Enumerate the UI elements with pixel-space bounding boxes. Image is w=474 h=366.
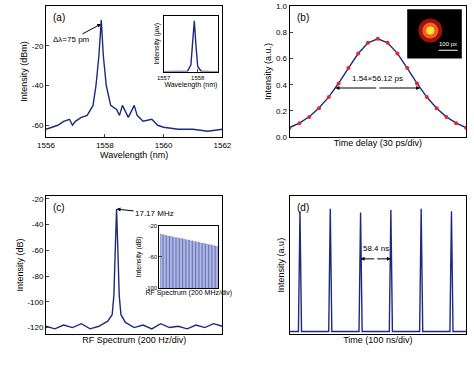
svg-text:Intensity (μw): Intensity (μw) <box>153 23 161 65</box>
svg-text:58.4 ns: 58.4 ns <box>363 244 389 253</box>
svg-text:Wavelength (nm): Wavelength (nm) <box>164 81 217 89</box>
svg-text:-20: -20 <box>32 42 44 51</box>
svg-text:-60: -60 <box>32 246 44 255</box>
svg-text:Time delay (30 ps/div): Time delay (30 ps/div) <box>334 138 422 148</box>
svg-text:Intensity (a.u.): Intensity (a.u.) <box>263 43 273 100</box>
svg-text:1.0: 1.0 <box>276 2 288 11</box>
svg-text:(a): (a) <box>53 12 65 23</box>
svg-text:Intensity (a.u): Intensity (a.u) <box>276 238 286 293</box>
svg-text:Intensity (dB): Intensity (dB) <box>15 239 25 292</box>
svg-text:1558: 1558 <box>191 75 205 81</box>
svg-text:0.0: 0.0 <box>276 133 288 142</box>
svg-text:-60: -60 <box>149 254 158 260</box>
svg-text:(d): (d) <box>297 202 309 213</box>
svg-text:1558: 1558 <box>96 141 114 150</box>
svg-text:-20: -20 <box>32 195 44 204</box>
svg-text:-80: -80 <box>32 272 44 281</box>
svg-text:-100: -100 <box>27 298 44 307</box>
svg-text:-40: -40 <box>32 220 44 229</box>
svg-text:0.4: 0.4 <box>276 81 288 90</box>
svg-text:0.8: 0.8 <box>276 28 288 37</box>
svg-text:(b): (b) <box>297 12 309 23</box>
svg-text:RF Spectrum (200 MHz/div): RF Spectrum (200 MHz/div) <box>145 289 232 297</box>
svg-text:RF Spectrum (200 Hz/div): RF Spectrum (200 Hz/div) <box>82 335 186 345</box>
svg-text:-120: -120 <box>27 323 44 332</box>
svg-text:Δλ=75 pm: Δλ=75 pm <box>53 35 90 44</box>
svg-text:(c): (c) <box>53 202 65 213</box>
svg-text:Wavelength (nm): Wavelength (nm) <box>100 150 168 160</box>
svg-text:1560: 1560 <box>155 141 173 150</box>
svg-text:-100: -100 <box>145 285 158 291</box>
svg-text:0.6: 0.6 <box>276 54 288 63</box>
svg-text:1556: 1556 <box>37 141 55 150</box>
svg-text:Time (100 ns/div): Time (100 ns/div) <box>343 335 412 345</box>
svg-text:1557: 1557 <box>157 75 171 81</box>
svg-text:1562: 1562 <box>214 141 232 150</box>
svg-text:17.17 MHz: 17.17 MHz <box>135 209 174 218</box>
svg-text:0.2: 0.2 <box>276 107 288 116</box>
svg-text:Intensity (dBm): Intensity (dBm) <box>19 41 29 102</box>
svg-text:-20: -20 <box>149 223 158 229</box>
svg-text:-60: -60 <box>32 121 44 130</box>
svg-text:100 px: 100 px <box>439 41 457 47</box>
svg-text:1.54×56.12 ps: 1.54×56.12 ps <box>352 74 403 83</box>
svg-text:Intensity (dB): Intensity (dB) <box>135 236 143 277</box>
svg-text:-40: -40 <box>32 81 44 90</box>
